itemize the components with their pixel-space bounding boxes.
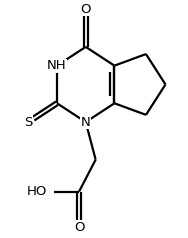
Text: O: O — [74, 221, 84, 234]
Text: HO: HO — [27, 185, 48, 198]
Text: O: O — [80, 3, 91, 16]
Text: N: N — [81, 116, 91, 129]
Text: NH: NH — [47, 59, 67, 72]
Text: S: S — [24, 116, 33, 129]
